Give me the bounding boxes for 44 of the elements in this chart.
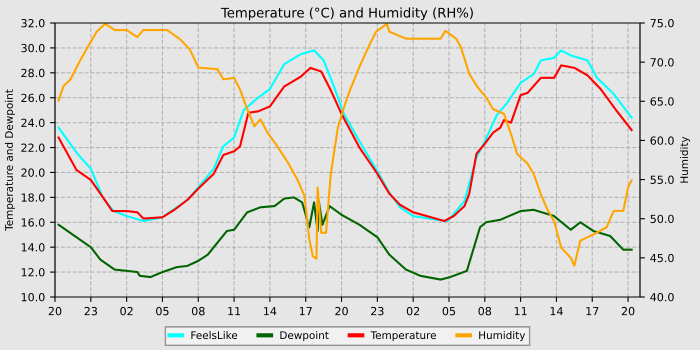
y-tick-label: 22.0 — [21, 144, 45, 152]
y-tick-label: 14.0 — [22, 243, 45, 252]
x-tick-label: 11 — [514, 307, 527, 316]
x-tick-label: 08 — [478, 306, 492, 316]
legend-label: Humidity — [479, 331, 526, 342]
y-tick-label: 24.0 — [21, 118, 45, 128]
y2-tick-label: 70.0 — [650, 58, 674, 67]
y2-tick-label: 75.0 — [650, 18, 674, 28]
y2-axis-title: Humidity — [680, 136, 690, 183]
y-tick-label: 26.0 — [21, 94, 45, 102]
x-tick-label: 14 — [264, 307, 276, 316]
y-tick-label: 32.0 — [21, 18, 45, 28]
x-tick-label: 11 — [228, 307, 240, 316]
x-tick-label: 20 — [335, 306, 348, 316]
y-tick-label: 30.0 — [21, 44, 45, 52]
legend-label: Dewpoint — [280, 331, 329, 342]
x-tick-label: 02 — [120, 306, 133, 316]
y-tick-label: 28.0 — [21, 68, 45, 78]
y2-tick-label: 45.0 — [650, 254, 674, 262]
x-tick-label: 20 — [48, 306, 62, 316]
x-tick-label: 23 — [84, 306, 97, 316]
x-tick-label: 05 — [442, 306, 456, 316]
y2-tick-label: 65.0 — [650, 97, 674, 106]
x-tick-label: 20 — [622, 306, 634, 316]
y2-tick-label: 50.0 — [650, 214, 674, 224]
y-tick-label: 10.0 — [22, 292, 45, 302]
x-tick-label: 05 — [156, 306, 169, 316]
x-tick-label: 17 — [586, 307, 598, 316]
x-tick-label: 02 — [406, 306, 420, 316]
y-tick-label: 20.0 — [21, 168, 45, 177]
x-tick-label: 08 — [192, 306, 205, 316]
y-tick-label: 18.0 — [22, 193, 45, 202]
y2-tick-label: 55.0 — [650, 176, 674, 184]
legend-label: Temperature — [370, 331, 436, 342]
chart-title: Temperature (°C) and Humidity (RH%) — [220, 7, 473, 20]
x-tick-label: 23 — [371, 306, 384, 316]
y2-tick-label: 60.0 — [650, 136, 674, 145]
x-tick-label: 14 — [550, 307, 563, 316]
y-axis-title: Temperature and Dewpoint — [4, 89, 15, 231]
y-tick-label: 12.0 — [22, 268, 45, 276]
y2-tick-label: 40.0 — [650, 292, 674, 302]
y-tick-label: 16.0 — [22, 218, 45, 227]
x-tick-label: 17 — [300, 307, 312, 316]
legend-label: FeelsLike — [191, 331, 238, 340]
